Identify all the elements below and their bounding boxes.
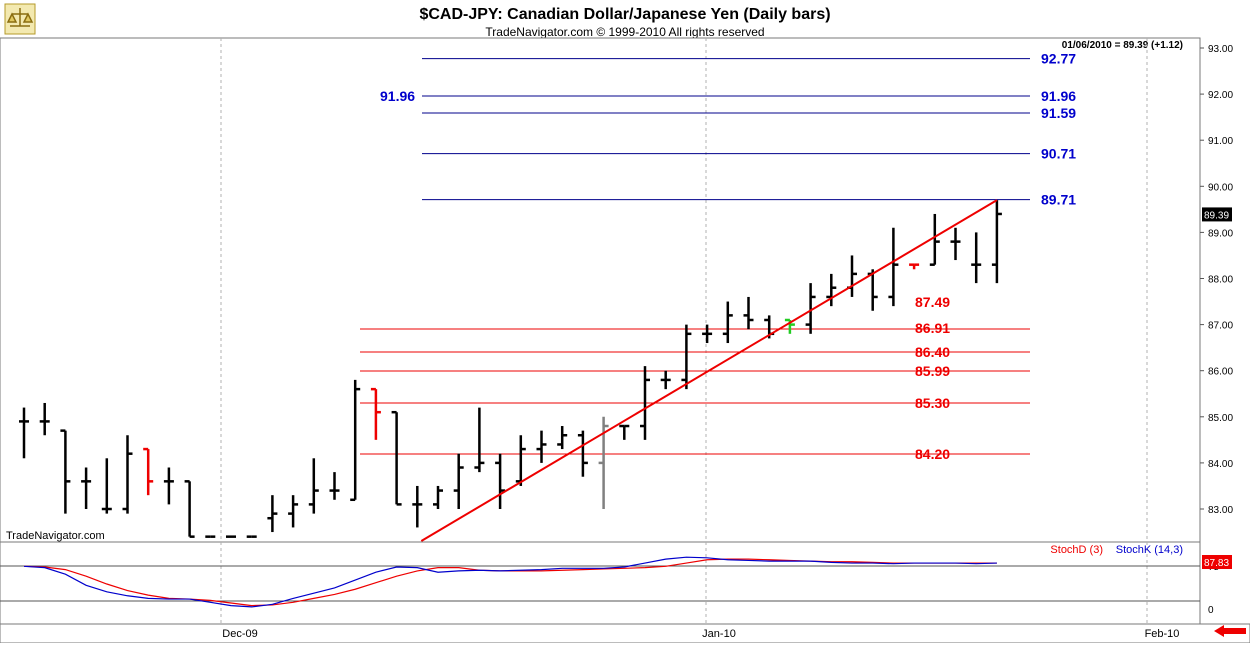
ohlc-bar — [391, 410, 402, 506]
price-tick-label: 83.00 — [1208, 505, 1233, 516]
price-tick-label: 90.00 — [1208, 182, 1233, 193]
scroll-left-arrow-icon[interactable] — [1214, 625, 1246, 637]
price-tick-label: 87.00 — [1208, 321, 1233, 332]
support-label: 84.20 — [915, 446, 950, 462]
ohlc-bar — [163, 467, 174, 505]
last-price-label: 89.39 — [1204, 210, 1229, 221]
support-label: 86.40 — [915, 344, 950, 360]
support-label: 85.99 — [915, 363, 950, 379]
support-label: 87.49 — [915, 294, 950, 310]
ohlc-bar — [288, 495, 299, 528]
ohlc-bar — [743, 296, 754, 330]
ohlc-bar — [143, 447, 154, 496]
ohlc-bar — [557, 426, 568, 450]
ohlc-bar — [805, 283, 816, 334]
ohlc-bar — [950, 227, 961, 261]
ohlc-bar — [640, 366, 650, 440]
ohlc-bar — [474, 407, 485, 473]
watermark: TradeNavigator.com — [6, 530, 105, 542]
resistance-label: 91.96 — [1041, 88, 1076, 104]
price-tick-label: 91.00 — [1208, 136, 1233, 147]
price-bars — [19, 200, 1002, 538]
resistance-label: 92.77 — [1041, 51, 1076, 67]
ohlc-bar — [826, 273, 837, 307]
ohlc-bar — [577, 430, 588, 477]
ohlc-bar — [350, 379, 361, 502]
ohlc-bar — [909, 263, 920, 270]
ohlc-bar — [122, 435, 133, 514]
ohlc-bar — [619, 424, 630, 440]
price-tick-label: 88.00 — [1208, 275, 1233, 286]
ohlc-bar — [660, 370, 671, 390]
stochastic-panel: 07587.83 — [0, 555, 1232, 616]
resistance-label: 90.71 — [1041, 146, 1076, 162]
chart-title: $CAD-JPY: Canadian Dollar/Japanese Yen (… — [419, 6, 830, 23]
trade-navigator-logo-icon[interactable] — [4, 3, 36, 35]
price-axis: 83.00 84.00 85.00 86.00 87.00 88.00 89.00 90.00… — [1200, 44, 1233, 516]
trend-line-group — [420, 199, 998, 542]
copyright-text: TradeNavigator.com © 1999-2010 All right… — [485, 25, 764, 39]
price-tick-label: 84.00 — [1208, 459, 1233, 470]
ohlc-bar — [184, 480, 195, 538]
resistance-label: 91.59 — [1041, 105, 1076, 121]
ohlc-bar — [515, 435, 526, 486]
resistance-left-label: 91.96 — [380, 88, 415, 104]
ohlc-bar — [681, 324, 692, 390]
ohlc-bar — [267, 495, 278, 533]
ohlc-bar — [19, 407, 29, 459]
price-tick-label: 92.00 — [1208, 90, 1233, 101]
ohlc-bar — [412, 485, 423, 528]
date-axis: Dec-09 Jan-10 Feb-10 — [222, 628, 1179, 640]
trend-line — [420, 199, 998, 542]
date-label: Dec-09 — [222, 628, 257, 640]
level-lines: 92.7791.9691.9691.5990.7189.7187.4986.91… — [360, 51, 1076, 462]
ohlc-bar — [888, 227, 899, 307]
price-tick-label: 85.00 — [1208, 413, 1233, 424]
ohlc-bar — [847, 255, 857, 297]
date-label: Jan-10 — [702, 628, 736, 640]
ohlc-bar — [991, 200, 1002, 284]
ohlc-bar — [722, 301, 733, 344]
date-label: Feb-10 — [1145, 628, 1180, 640]
stochk-legend: StochK (14,3) — [1116, 544, 1183, 556]
ohlc-bar — [433, 485, 443, 509]
ohlc-bar — [81, 467, 92, 509]
stoch-last-label: 87.83 — [1204, 558, 1229, 569]
price-tick-label: 93.00 — [1208, 44, 1233, 55]
ohlc-bar — [60, 429, 71, 514]
ohlc-bar — [453, 453, 464, 509]
last-price-badge — [1202, 207, 1232, 222]
price-tick-label: 89.00 — [1208, 228, 1233, 239]
stoch-tick-label: 0 — [1208, 605, 1214, 616]
vertical-gridlines — [220, 38, 1148, 624]
price-tick-label: 86.00 — [1208, 367, 1233, 378]
ohlc-bar — [308, 458, 319, 514]
ohlc-bar — [329, 472, 340, 500]
price-panel-frame — [0, 37, 1201, 543]
support-label: 85.30 — [915, 395, 950, 411]
ohlc-bar — [929, 213, 940, 266]
stochd-legend: StochD (3) — [1050, 544, 1103, 556]
support-label: 86.91 — [915, 320, 950, 336]
ohlc-bar — [101, 458, 112, 514]
stoch-last-badge — [1202, 555, 1232, 569]
ohlc-bar — [495, 453, 506, 509]
ohlc-bar — [370, 387, 381, 440]
ohlc-bar — [536, 430, 547, 463]
stoch-panel-frame — [0, 541, 1201, 625]
ohlc-bar — [971, 232, 982, 284]
ohlc-bar — [702, 324, 713, 344]
price-readout: 01/06/2010 = 89.39 (+1.12) — [1062, 40, 1183, 51]
ohlc-bar — [39, 402, 50, 436]
resistance-label: 89.71 — [1041, 192, 1076, 208]
stoch-series-line — [23, 556, 997, 608]
date-axis-frame — [0, 623, 1250, 644]
